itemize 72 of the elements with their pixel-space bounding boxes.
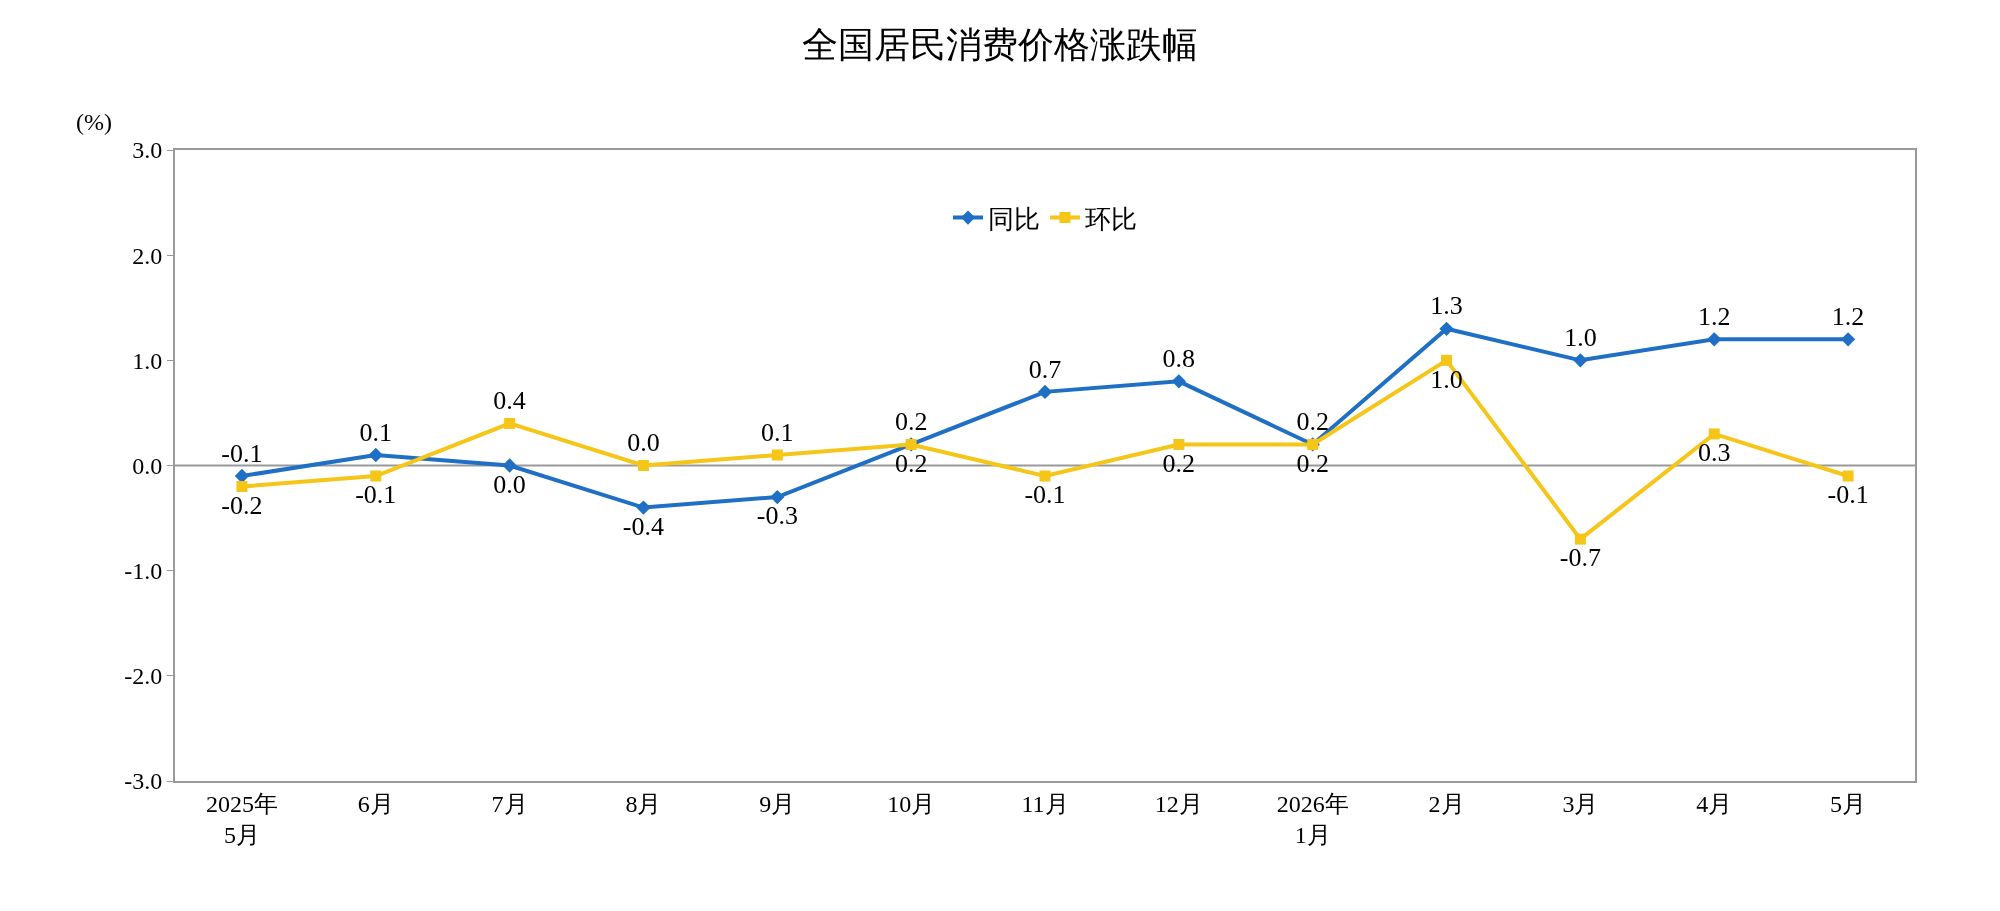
data-label: 1.2: [1831, 301, 1865, 331]
point: [368, 447, 383, 463]
x-tick-label: 7月: [491, 790, 528, 817]
data-label: 0.2: [1296, 407, 1329, 437]
data-label: 1.0: [1564, 322, 1597, 352]
point: [1171, 374, 1186, 389]
y-axis-title: (%): [76, 109, 112, 135]
data-label: 0.0: [493, 469, 526, 499]
x-tick-label: 4月: [1696, 790, 1733, 817]
x-tick-label: 8月: [625, 790, 662, 817]
point: [1574, 533, 1586, 545]
y-tick-label: 2.0: [132, 242, 163, 269]
x-tick-label: 2月: [1428, 790, 1465, 817]
y-tick-label: 3.0: [132, 137, 163, 164]
point: [1037, 384, 1053, 400]
x-tick-label: 10月: [887, 790, 936, 817]
data-label: -0.4: [622, 511, 665, 541]
point: [770, 489, 785, 505]
data-label: -0.1: [221, 438, 263, 468]
y-tick-label: 1.0: [132, 347, 163, 374]
point: [771, 449, 783, 461]
point: [1441, 354, 1453, 366]
point: [637, 460, 649, 471]
data-label: 0.1: [359, 417, 393, 447]
data-label: -0.3: [756, 501, 798, 531]
data-label: 0.8: [1162, 343, 1196, 373]
point: [636, 500, 651, 515]
data-label: -0.2: [221, 490, 263, 520]
data-label: 0.7: [1028, 354, 1062, 384]
point: [504, 417, 516, 429]
data-label: 0.3: [1697, 438, 1731, 468]
data-label: -0.1: [1024, 480, 1066, 510]
data-label: 0.2: [894, 448, 928, 478]
data-label: -0.1: [1827, 480, 1869, 510]
x-tick-label: 5月: [1830, 790, 1867, 817]
data-label: 1.0: [1430, 364, 1463, 394]
y-tick-label: -2.0: [124, 663, 163, 690]
data-label: -0.7: [1559, 543, 1601, 573]
point: [502, 458, 517, 473]
data-label: 0.1: [761, 417, 794, 447]
point: [1842, 470, 1854, 482]
x-tick-label: 6月: [357, 790, 394, 817]
data-label: 0.0: [627, 428, 660, 458]
data-label: 0.2: [894, 407, 928, 437]
x-tick-label: 2026年 1月: [1276, 790, 1349, 848]
data-label: 1.2: [1697, 301, 1731, 331]
legend-label: 环比: [1085, 204, 1137, 234]
y-tick-label: 0.0: [132, 452, 163, 479]
data-label: 0.2: [1162, 448, 1196, 478]
x-tick-label: 11月: [1021, 790, 1069, 817]
x-tick-label: 3月: [1562, 790, 1599, 817]
x-tick-label: 2025年 5月: [205, 790, 278, 848]
point: [1439, 321, 1454, 336]
point: [1840, 332, 1856, 347]
point: [370, 470, 382, 482]
x-tick-label: 12月: [1154, 790, 1203, 817]
x-tick-label: 9月: [759, 790, 796, 817]
legend-label: 同比: [988, 204, 1040, 234]
point: [1173, 438, 1185, 450]
data-label: 1.3: [1430, 291, 1463, 321]
y-tick-label: -3.0: [124, 768, 163, 795]
data-label: 0.4: [493, 386, 526, 416]
y-tick-label: -1.0: [124, 558, 163, 585]
data-label: 0.2: [1296, 448, 1329, 478]
point: [1708, 428, 1720, 440]
point: [1039, 470, 1051, 482]
point: [1573, 353, 1588, 368]
point: [234, 468, 250, 484]
point: [1707, 332, 1722, 347]
chart-title: 全国居民消费价格涨跌幅: [802, 25, 1198, 66]
data-label: -0.1: [355, 480, 397, 510]
point: [236, 481, 248, 493]
